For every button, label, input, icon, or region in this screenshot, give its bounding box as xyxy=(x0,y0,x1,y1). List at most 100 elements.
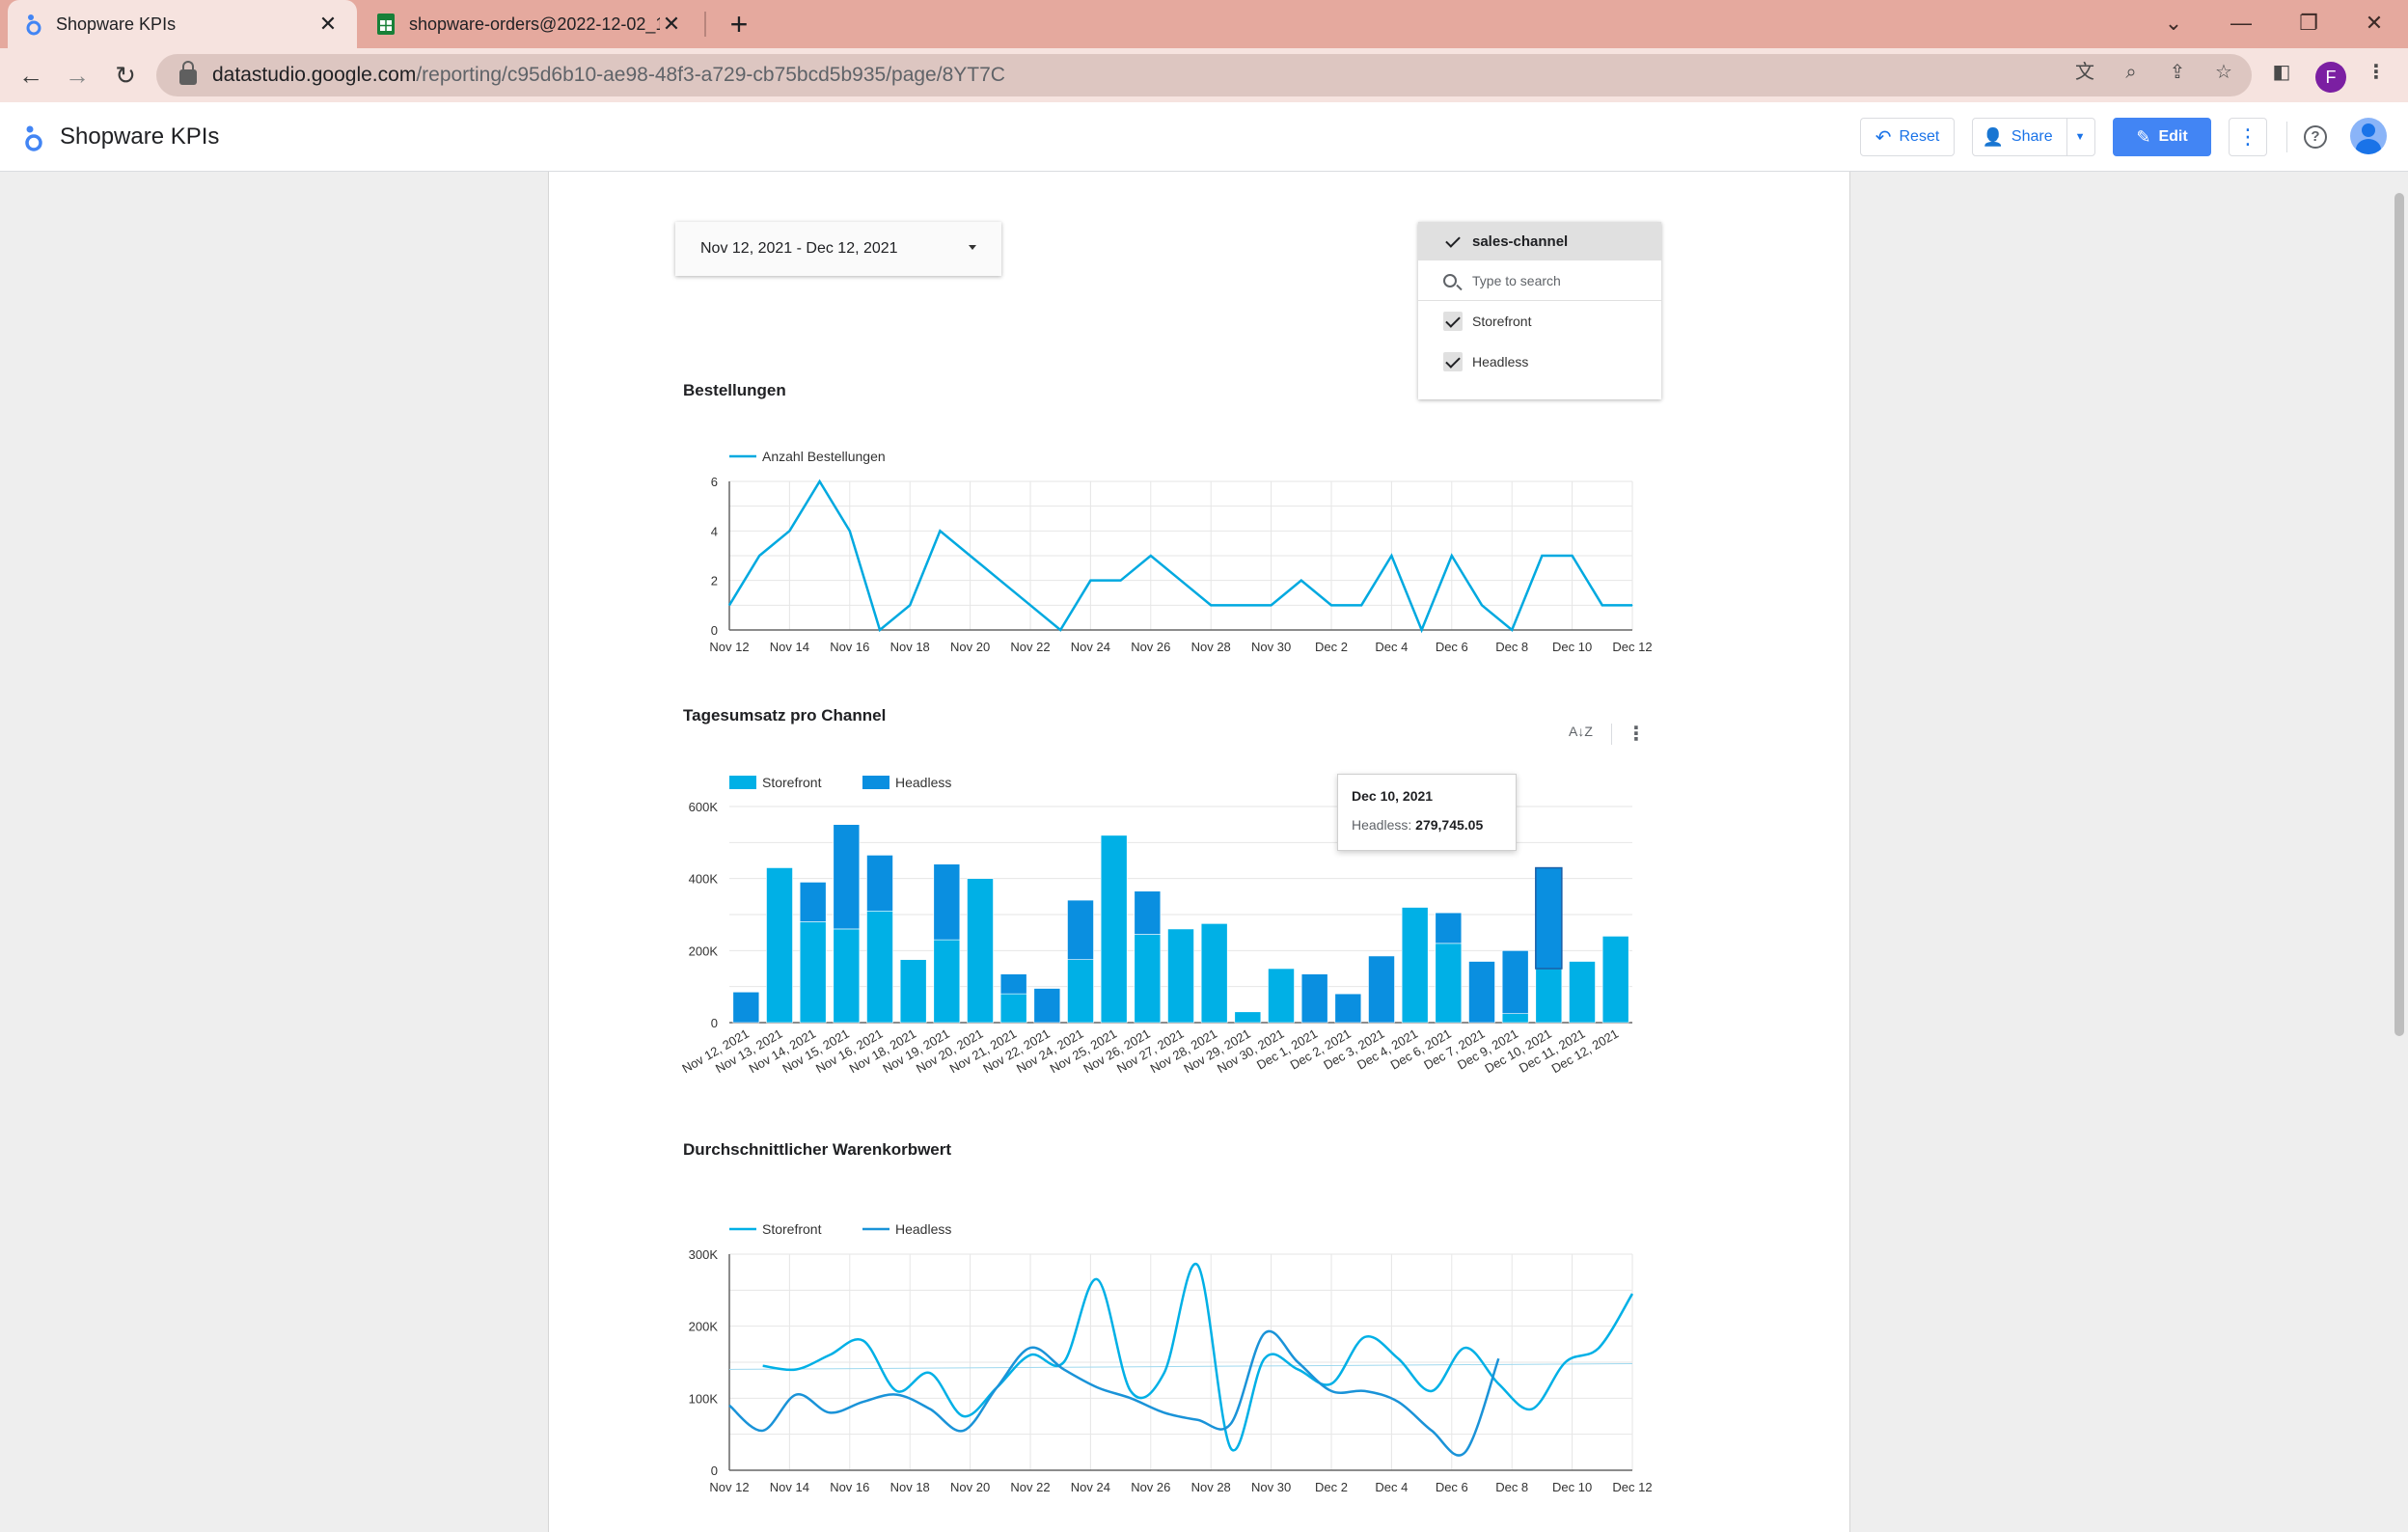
data-point xyxy=(1360,604,1362,606)
bookmark-star-icon[interactable]: ☆ xyxy=(2215,62,2232,83)
filter-search-input[interactable]: Type to search xyxy=(1418,260,1661,301)
bar-headless xyxy=(799,882,827,922)
share-dropdown-icon[interactable]: ▼ xyxy=(2074,131,2086,143)
bar-storefront xyxy=(833,928,861,1024)
filter-option-label: Storefront xyxy=(1472,314,1532,329)
bar-headless xyxy=(1368,955,1395,1024)
dropdown-caret-icon xyxy=(969,245,976,250)
data-point xyxy=(1481,604,1483,606)
help-icon[interactable]: ? xyxy=(2304,125,2327,149)
checkbox-checked-icon[interactable] xyxy=(1443,352,1463,371)
reset-button[interactable]: ↶ Reset xyxy=(1860,118,1955,156)
bar-headless xyxy=(999,973,1027,995)
filter-header[interactable]: sales-channel xyxy=(1418,222,1661,260)
tab-search-chevron-icon[interactable]: ⌄ xyxy=(2164,11,2183,35)
x-tick-label: Nov 30 xyxy=(1251,640,1291,654)
restore-icon[interactable]: ❐ xyxy=(2299,11,2318,35)
bar-headless xyxy=(1435,912,1463,944)
bar-headless xyxy=(1501,950,1529,1014)
profile-avatar[interactable]: F xyxy=(2315,62,2346,93)
forward-arrow-icon[interactable]: → xyxy=(65,61,90,90)
bar-headless xyxy=(1334,993,1362,1024)
filter-option-storefront[interactable]: Storefront xyxy=(1418,301,1661,342)
edit-label: Edit xyxy=(2158,128,2188,145)
legend-entry: Storefront xyxy=(762,775,822,790)
filter-option-headless[interactable]: Headless xyxy=(1418,342,1661,382)
x-tick-label: Dec 2 xyxy=(1315,1480,1348,1494)
data-point xyxy=(1631,604,1633,606)
x-tick-label: Dec 12 xyxy=(1612,640,1652,654)
share-label: Share xyxy=(2011,128,2053,145)
browser-tab-bar: Shopware KPIs ✕ shopware-orders@2022-12-… xyxy=(0,0,2408,48)
y-tick-label: 6 xyxy=(711,475,718,489)
close-tab-icon[interactable]: ✕ xyxy=(662,12,681,36)
bar-storefront xyxy=(1067,959,1094,1024)
tooltip-date: Dec 10, 2021 xyxy=(1352,788,1434,804)
side-panel-icon[interactable]: ◧ xyxy=(2272,62,2291,83)
chart-toolbar: A↓Z ⋮ xyxy=(1563,722,1650,747)
bar-storefront xyxy=(933,939,961,1024)
legend-swatch xyxy=(862,776,889,789)
data-point xyxy=(999,580,1001,582)
bar-headless xyxy=(1300,973,1328,1024)
select-all-check-icon[interactable] xyxy=(1443,232,1463,251)
minimize-icon[interactable]: — xyxy=(2230,11,2252,35)
bar-storefront xyxy=(1435,943,1463,1024)
x-tick-label: Dec 12 xyxy=(1612,1480,1652,1494)
sort-az-icon[interactable]: A↓Z xyxy=(1569,724,1593,739)
close-tab-icon[interactable]: ✕ xyxy=(318,12,338,36)
bar-storefront xyxy=(1569,961,1596,1024)
basket-value-line-chart[interactable]: Storefront Headless 0 100K 200K 300K Nov 12 Nov… xyxy=(675,1206,1659,1495)
legend-swatch xyxy=(729,776,756,789)
date-range-label: Nov 12, 2021 - Dec 12, 2021 xyxy=(700,240,898,257)
tooltip-value: 279,745.05 xyxy=(1415,817,1484,833)
more-options-icon[interactable]: ⋮ xyxy=(2229,118,2267,156)
data-point xyxy=(970,555,971,557)
x-tick-label: Dec 2 xyxy=(1315,640,1348,654)
window-close-icon[interactable]: ✕ xyxy=(2365,11,2384,35)
address-bar[interactable]: datastudio.google.com/reporting/c95d6b10… xyxy=(156,54,2252,96)
y-tick-label: 0 xyxy=(711,1464,718,1478)
page-scrollbar[interactable] xyxy=(2394,193,2404,1036)
app-header: Shopware KPIs ↶ Reset 👤 Share ▼ ✎ Edit ⋮… xyxy=(0,102,2408,172)
bar-storefront xyxy=(1134,934,1162,1024)
user-avatar[interactable] xyxy=(2350,118,2387,154)
bar-storefront xyxy=(866,910,893,1024)
x-tick-label: Dec 6 xyxy=(1436,1480,1468,1494)
search-icon xyxy=(1443,273,1457,287)
date-range-control[interactable]: Nov 12, 2021 - Dec 12, 2021 xyxy=(675,222,1001,276)
orders-line-chart[interactable]: Anzahl Bestellungen 0 2 4 6 Nov 12 Nov 14 Nov 1… xyxy=(675,434,1659,656)
share-button[interactable]: 👤 Share ▼ xyxy=(1972,118,2095,156)
filter-option-label: Headless xyxy=(1472,354,1529,369)
x-tick-label: Nov 12 xyxy=(709,1480,749,1494)
browser-menu-icon[interactable]: ⋮ xyxy=(2367,62,2386,83)
data-point xyxy=(1390,555,1392,557)
chart-title-warenkorbwert: Durchschnittlicher Warenkorbwert xyxy=(683,1140,952,1159)
x-tick-label: Nov 22 xyxy=(1010,1480,1050,1494)
tooltip-series: Headless xyxy=(1352,817,1409,833)
chart-more-icon[interactable]: ⋮ xyxy=(1627,724,1646,745)
new-tab-icon[interactable]: + xyxy=(729,7,749,41)
translate-icon[interactable]: 文 xyxy=(2075,62,2094,83)
reload-icon[interactable]: ↻ xyxy=(115,61,136,90)
share-page-icon[interactable]: ⇪ xyxy=(2169,62,2186,83)
browser-tab-active[interactable]: Shopware KPIs ✕ xyxy=(8,0,357,48)
bar-storefront xyxy=(899,959,927,1024)
sales-channel-filter[interactable]: sales-channel Type to search Storefront … xyxy=(1418,222,1661,399)
checkbox-checked-icon[interactable] xyxy=(1443,312,1463,331)
legend-entry: Storefront xyxy=(762,1221,822,1237)
zoom-icon[interactable]: ⌕ xyxy=(2125,62,2137,83)
y-tick-label: 100K xyxy=(689,1391,719,1406)
edit-button[interactable]: ✎ Edit xyxy=(2113,118,2211,156)
bar-storefront xyxy=(1234,1011,1262,1024)
x-tick-label: Nov 30 xyxy=(1251,1480,1291,1494)
series-line-storefront xyxy=(762,1262,1634,1452)
bar-headless xyxy=(1134,890,1162,935)
data-point xyxy=(1240,604,1242,606)
back-arrow-icon[interactable]: ← xyxy=(18,61,43,90)
browser-tab-sheets[interactable]: shopware-orders@2022-12-02_1 ✕ xyxy=(359,0,700,48)
x-tick-label: Nov 24 xyxy=(1071,640,1110,654)
data-point xyxy=(879,629,881,631)
bar-headless xyxy=(732,991,760,1024)
